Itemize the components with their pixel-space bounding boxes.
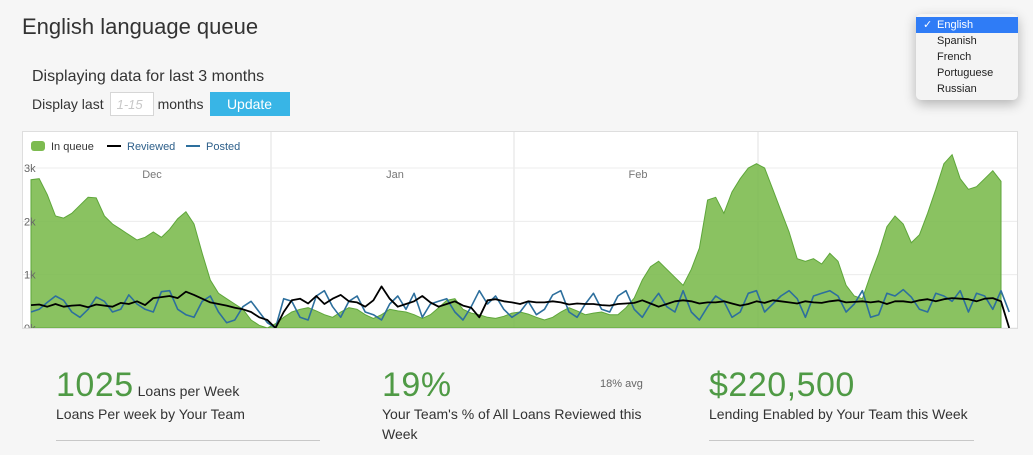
language-option-french[interactable]: French: [916, 49, 1018, 65]
month-label: Feb: [629, 169, 648, 181]
legend-label: Reviewed: [127, 141, 175, 153]
language-option-label: Spanish: [937, 35, 977, 47]
language-option-label: French: [937, 51, 972, 63]
queue-chart-svg: Dec Jan Feb 3k 2k 1k 0k In queue Reviewed Posted: [23, 132, 1017, 328]
legend-label: Posted: [206, 141, 240, 153]
date-range-text: Displaying data for last 3 months: [32, 68, 265, 85]
display-last-label: Display last: [32, 96, 104, 112]
stat-divider: [56, 440, 320, 441]
language-option-label: Russian: [937, 83, 977, 95]
reviewed-series: [30, 285, 1011, 328]
team-percent-stat: 19% Your Team's % of All Loans Reviewed …: [382, 368, 652, 444]
loans-per-week-unit: Loans per Week: [137, 383, 240, 399]
y-tick-label: 1k: [24, 270, 36, 282]
page-title: English language queue: [22, 14, 259, 39]
loans-per-week-label: Loans Per week by Your Team: [56, 406, 245, 422]
language-option-russian[interactable]: Russian: [916, 81, 1018, 97]
months-input[interactable]: [109, 92, 154, 116]
queue-chart: Dec Jan Feb 3k 2k 1k 0k In queue Reviewed Posted: [22, 131, 1018, 329]
legend-swatch-in-queue: [31, 141, 45, 151]
y-tick-label: 3k: [24, 163, 36, 175]
legend-label: In queue: [51, 141, 94, 153]
team-percent-value: 19%: [382, 366, 452, 404]
update-button[interactable]: Update: [209, 92, 290, 116]
language-option-spanish[interactable]: Spanish: [916, 33, 1018, 49]
language-option-portuguese[interactable]: Portuguese: [916, 65, 1018, 81]
checkmark-icon: ✓: [923, 19, 933, 31]
y-tick-label: 2k: [24, 216, 36, 228]
range-controls: Display last months Update: [32, 91, 290, 117]
stat-divider: [709, 440, 974, 441]
team-percent-label: Your Team's % of All Loans Reviewed this…: [382, 406, 642, 442]
lending-enabled-stat: $220,500 Lending Enabled by Your Team th…: [709, 368, 968, 424]
language-option-label: Portuguese: [937, 67, 994, 79]
month-label: Jan: [386, 169, 404, 181]
loans-per-week-stat: 1025 Loans per Week Loans Per week by You…: [56, 368, 245, 424]
months-label: months: [157, 96, 204, 112]
lending-enabled-value: $220,500: [709, 366, 855, 404]
loans-per-week-value: 1025: [56, 366, 134, 404]
language-option-english[interactable]: ✓ English: [916, 17, 1018, 33]
language-dropdown[interactable]: ✓ English Spanish French Portuguese Russ…: [916, 14, 1018, 100]
language-option-label: English: [937, 19, 974, 31]
lending-enabled-label: Lending Enabled by Your Team this Week: [709, 406, 968, 422]
month-label: Dec: [142, 169, 162, 181]
y-tick-label: 0k: [24, 323, 36, 328]
team-percent-average: 18% avg: [600, 378, 643, 390]
posted-series: [30, 288, 1010, 328]
